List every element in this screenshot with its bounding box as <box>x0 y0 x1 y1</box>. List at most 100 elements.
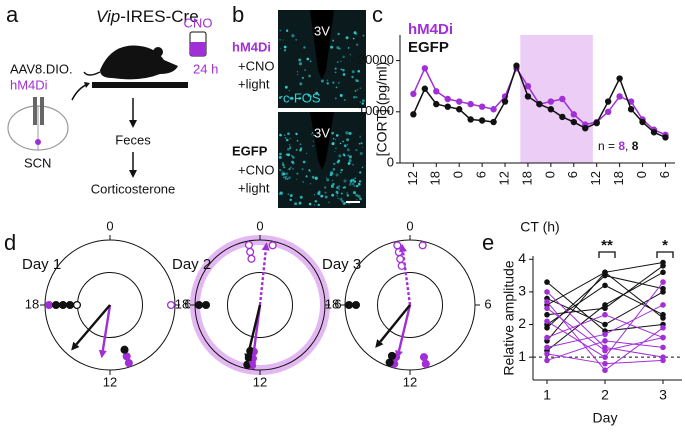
speckle <box>312 140 315 142</box>
speckle <box>282 163 285 167</box>
data-point <box>419 353 429 362</box>
legend-label: EGFP <box>408 39 449 56</box>
speckle <box>348 183 352 186</box>
speckle <box>311 131 314 134</box>
open-point <box>72 300 82 310</box>
x-tick-label: 18 <box>428 171 443 185</box>
data-point <box>570 118 577 126</box>
speckle <box>352 191 357 195</box>
data-point <box>44 300 54 310</box>
speckle <box>334 67 337 70</box>
speckle <box>338 154 342 158</box>
data-point <box>513 62 520 69</box>
data-point <box>201 300 211 310</box>
speckle <box>340 192 343 195</box>
speckle <box>326 82 329 85</box>
speckle <box>340 168 343 172</box>
x-tick-label: 18 <box>611 171 626 185</box>
speckle <box>329 173 333 177</box>
x-tick-label: 6 <box>657 171 672 178</box>
condition-label: +CNO <box>238 58 274 73</box>
speckle <box>361 102 364 105</box>
group-label: hM4Di <box>232 39 271 54</box>
arrow-head <box>248 360 257 370</box>
condition-label: +CNO <box>238 162 274 177</box>
speckle <box>346 138 350 142</box>
speckle <box>315 91 319 95</box>
speckle <box>320 79 324 83</box>
speckle <box>289 198 292 202</box>
speckle <box>280 47 282 49</box>
data-point <box>344 300 354 310</box>
speckle <box>290 96 294 100</box>
data-point <box>410 90 417 98</box>
speckle <box>291 194 293 196</box>
polar-title: Day 2 <box>172 256 211 273</box>
speckle <box>288 168 291 171</box>
speckle <box>313 204 316 206</box>
vial-liquid <box>190 42 206 56</box>
speckle <box>295 148 298 151</box>
data-point <box>604 108 612 116</box>
speckle <box>307 94 311 97</box>
speckle <box>336 61 339 64</box>
speckle <box>343 179 347 183</box>
data-point <box>662 134 669 141</box>
y-tick-label: 10000 <box>358 103 394 118</box>
x-tick-label: 6 <box>565 171 580 178</box>
data-point <box>51 300 61 310</box>
data-point <box>660 289 666 295</box>
speckle <box>343 186 346 189</box>
speckle <box>331 173 334 175</box>
speckle <box>306 152 308 155</box>
x-tick-label: 18 <box>519 171 534 185</box>
speckle <box>331 131 335 135</box>
speckle <box>347 162 350 165</box>
panel-label: e <box>482 230 494 255</box>
speckle <box>326 79 329 82</box>
arrow-head <box>129 120 137 128</box>
micrographs <box>278 10 366 208</box>
data-point <box>120 345 129 354</box>
y-tick-label: 20000 <box>358 52 394 67</box>
arrow-head <box>71 341 80 351</box>
speckle <box>302 160 306 164</box>
speckle <box>354 185 356 187</box>
speckle <box>298 201 302 205</box>
speckle <box>279 191 283 195</box>
speckle <box>327 178 329 180</box>
virus-target: hM4Di <box>10 77 48 92</box>
phase-arrow <box>75 304 111 346</box>
x-tick-label: 0 <box>542 171 557 178</box>
ventricle-label: 3V <box>314 125 330 140</box>
speckle <box>336 46 340 50</box>
condition-label: +light <box>238 180 270 195</box>
data-point <box>478 117 486 124</box>
data-point <box>490 118 497 126</box>
open-point <box>247 254 256 263</box>
speckle <box>314 200 317 203</box>
speckle <box>304 69 306 71</box>
speckle <box>343 98 346 102</box>
speckle <box>289 166 292 169</box>
speckle <box>288 176 291 179</box>
x-tick-label: 12 <box>496 171 511 185</box>
speckle <box>348 159 352 163</box>
phase-arrow <box>379 304 411 343</box>
angle-tick-label: 0 <box>106 218 113 233</box>
speckle <box>324 191 327 194</box>
speckle <box>336 186 339 189</box>
group-label: EGFP <box>232 143 268 158</box>
speckle <box>289 146 292 148</box>
arrow-head <box>375 339 384 348</box>
speckle <box>340 171 342 174</box>
speckle <box>339 197 343 201</box>
speckle <box>288 90 290 92</box>
angle-tick-label: 18 <box>325 296 339 311</box>
speckle <box>299 148 302 152</box>
data-point <box>602 302 608 308</box>
speckle <box>359 197 362 201</box>
speckle <box>337 81 340 84</box>
polar-title: Day 3 <box>322 256 361 273</box>
data-point <box>456 106 463 113</box>
